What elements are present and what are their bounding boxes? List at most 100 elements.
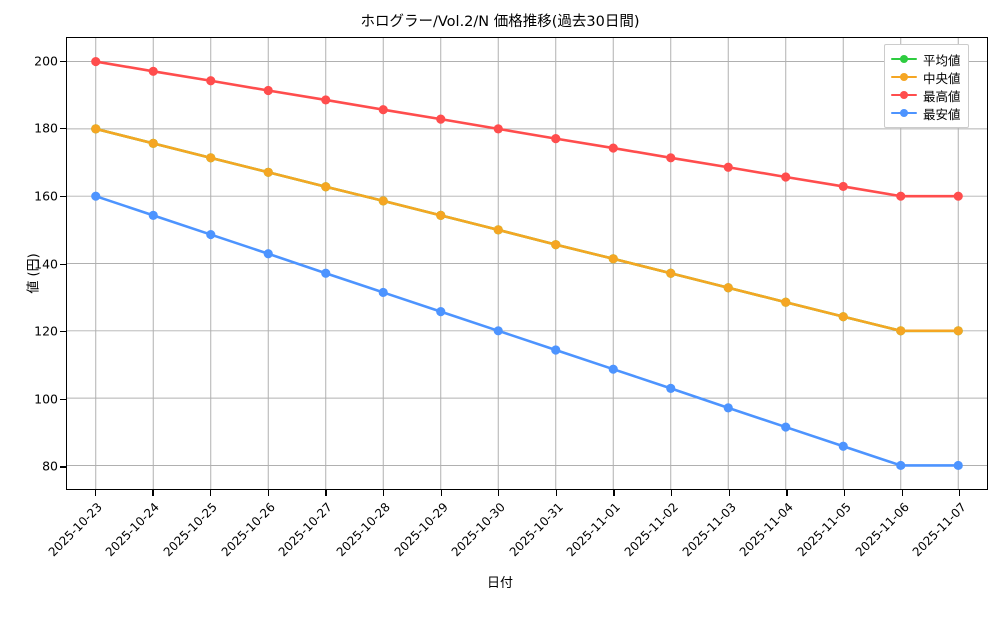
- x-tick-mark: [382, 490, 385, 496]
- data-point: [781, 422, 791, 432]
- data-point: [206, 76, 216, 86]
- series-line: [94, 194, 960, 467]
- data-point: [781, 172, 791, 182]
- y-tick-label: 160: [34, 188, 58, 204]
- y-tick-mark: [60, 128, 66, 130]
- x-tick-label: 2025-10-31: [506, 500, 566, 560]
- series-3: [91, 56, 963, 201]
- data-point: [378, 196, 388, 206]
- series-2: [91, 124, 963, 336]
- x-axis-title: 日付: [486, 576, 513, 591]
- x-tick-mark: [901, 490, 903, 496]
- legend-label: 最高値: [923, 88, 961, 104]
- x-tick-mark: [152, 490, 154, 496]
- data-point: [436, 114, 446, 124]
- legend-item-2[interactable]: 中央値: [891, 68, 961, 86]
- x-tick-mark: [728, 490, 730, 496]
- x-tick-mark: [498, 490, 500, 496]
- data-point: [148, 138, 158, 148]
- chart-legend[interactable]: 平均値中央値最高値最安値: [884, 44, 969, 128]
- series-line: [94, 127, 960, 333]
- data-point: [608, 143, 618, 153]
- y-tick-mark: [60, 398, 66, 400]
- legend-label: 最安値: [923, 106, 961, 122]
- y-tick-mark: [60, 60, 66, 62]
- data-point: [723, 162, 733, 172]
- x-tick-label: 2025-11-04: [736, 500, 797, 560]
- legend-label: 平均値: [923, 52, 961, 68]
- data-point: [953, 460, 963, 471]
- y-tick-label: 180: [34, 120, 58, 136]
- y-tick-label: 80: [42, 458, 58, 474]
- legend-marker-icon: [891, 107, 917, 119]
- data-point: [781, 297, 791, 307]
- x-tick-label: 2025-11-01: [564, 500, 624, 560]
- x-tick-mark: [671, 490, 673, 496]
- legend-item-1[interactable]: 平均値: [891, 50, 961, 68]
- x-tick-label: 2025-10-30: [448, 500, 509, 560]
- y-tick-mark: [60, 466, 66, 468]
- data-point: [896, 191, 906, 201]
- series-4: [91, 191, 963, 471]
- data-series-layer: [91, 56, 963, 471]
- gridlines: [67, 38, 987, 489]
- data-point: [666, 153, 676, 163]
- data-point: [91, 191, 101, 201]
- x-tick-label: 2025-11-05: [794, 500, 854, 560]
- data-point: [666, 383, 676, 393]
- y-tick-label: 140: [34, 256, 58, 271]
- chart-title: ホログラー/Vol.2/N 価格推移(過去30日間): [360, 14, 640, 30]
- data-point: [321, 182, 331, 192]
- y-tick-mark: [60, 331, 66, 333]
- data-point: [608, 254, 618, 264]
- data-point: [666, 268, 676, 278]
- series-line: [94, 60, 960, 198]
- y-tick-label: 120: [34, 323, 58, 339]
- y-tick-label: 100: [34, 391, 58, 407]
- y-tick-mark: [60, 263, 66, 265]
- x-tick-mark: [440, 490, 442, 496]
- legend-item-4[interactable]: 最安値: [891, 104, 961, 122]
- x-tick-mark: [613, 490, 615, 496]
- data-point: [206, 229, 216, 240]
- y-axis-title: 値 (円): [26, 253, 42, 294]
- legend-item-3[interactable]: 最高値: [891, 86, 961, 104]
- x-tick-label: 2025-10-27: [275, 500, 336, 560]
- data-point: [953, 191, 963, 201]
- x-tick-mark: [210, 490, 212, 496]
- data-point: [148, 210, 158, 220]
- data-point: [91, 56, 101, 67]
- x-tick-label: 2025-11-02: [621, 500, 681, 560]
- x-tick-mark: [94, 490, 96, 496]
- legend-marker-icon: [891, 53, 917, 65]
- x-tick-mark: [267, 490, 269, 496]
- legend-label: 中央値: [923, 70, 961, 86]
- x-tick-label: 2025-10-28: [333, 500, 393, 560]
- x-tick-label: 2025-10-24: [103, 500, 163, 560]
- y-tick-mark: [60, 195, 66, 198]
- data-point: [91, 124, 101, 134]
- x-tick-label: 2025-11-06: [852, 500, 912, 560]
- x-tick-label: 2025-10-29: [391, 500, 451, 560]
- data-point: [263, 167, 273, 177]
- x-tick-mark: [959, 490, 961, 496]
- data-point: [838, 312, 848, 322]
- data-point: [551, 345, 561, 355]
- data-point: [953, 326, 963, 336]
- data-point: [896, 460, 906, 471]
- data-point: [378, 105, 388, 115]
- data-point: [436, 210, 446, 220]
- data-point: [838, 181, 848, 192]
- data-point: [723, 403, 733, 413]
- y-tick-label: 200: [34, 53, 58, 69]
- plot-area: [66, 37, 988, 490]
- data-point: [148, 66, 158, 76]
- data-point: [321, 95, 331, 105]
- data-point: [263, 249, 273, 259]
- x-tick-mark: [786, 490, 788, 496]
- x-tick-label: 2025-11-07: [909, 500, 970, 560]
- data-point: [493, 225, 503, 235]
- data-point: [436, 307, 446, 317]
- series-1: [91, 124, 963, 336]
- x-tick-mark: [555, 490, 557, 496]
